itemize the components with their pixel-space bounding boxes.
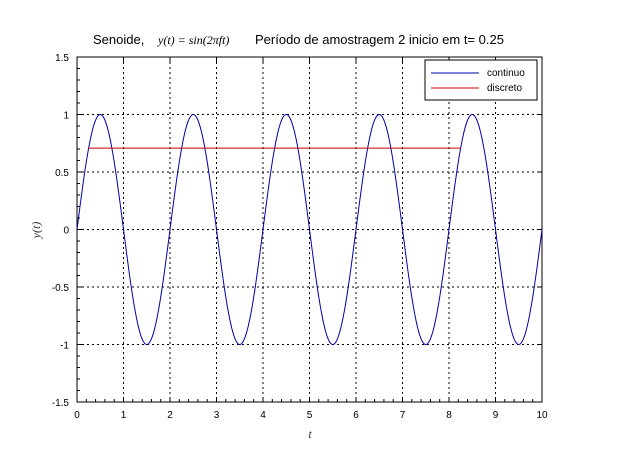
- x-tick-label: 5: [307, 410, 313, 421]
- y-tick-label: -1: [60, 341, 69, 352]
- title-formula: y(t) = sin(2πft): [157, 33, 229, 47]
- y-tick-label: 1.5: [55, 53, 69, 64]
- x-tick-label: 9: [493, 410, 499, 421]
- y-tick-label: -0.5: [52, 283, 70, 294]
- y-axis-label: y(t): [29, 222, 43, 240]
- y-tick-label: 0: [63, 226, 69, 237]
- x-tick-label: 1: [121, 410, 127, 421]
- x-tick-label: 10: [536, 410, 548, 421]
- y-tick-label: 1: [63, 111, 69, 122]
- x-tick-label: 6: [353, 410, 359, 421]
- x-tick-label: 7: [400, 410, 406, 421]
- y-tick-label: -1.5: [52, 398, 70, 409]
- legend: continuo discreto: [424, 59, 538, 101]
- x-tick-label: 2: [167, 410, 173, 421]
- legend-box: [424, 59, 538, 101]
- x-tick-label: 4: [260, 410, 266, 421]
- title-prefix: Senoide,: [93, 32, 144, 47]
- y-tick-label: 0.5: [55, 168, 69, 179]
- x-tick-label: 8: [446, 410, 452, 421]
- axis-ticks: 0 1 2 3 4 5 6 7 8 9 10 -1.5 -1 -0.5 0 0.5 1 1.5: [52, 53, 548, 421]
- legend-label-continuo: continuo: [487, 68, 525, 79]
- x-tick-label: 3: [214, 410, 220, 421]
- title-suffix: Período de amostragem 2 inicio em t= 0.2…: [255, 32, 504, 47]
- legend-label-discreto: discreto: [487, 83, 522, 94]
- x-axis-label: t: [308, 427, 312, 441]
- series-layer: [76, 113, 543, 346]
- chart-title: Senoide, y(t) = sin(2πft) Período de amo…: [93, 31, 504, 48]
- x-tick-label: 0: [74, 410, 80, 421]
- series-line-continuo: [76, 113, 543, 346]
